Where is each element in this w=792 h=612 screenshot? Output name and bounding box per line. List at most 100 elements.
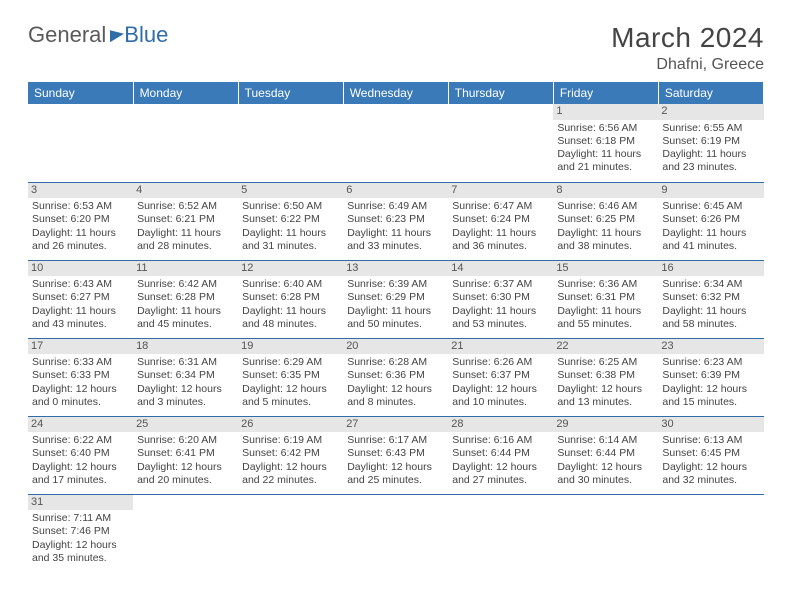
day-number: 25 (133, 417, 238, 433)
cell-line-d2: and 53 minutes. (452, 318, 549, 331)
cell-line-d1: Daylight: 12 hours (32, 461, 129, 474)
calendar-cell: 22Sunrise: 6:25 AMSunset: 6:38 PMDayligh… (553, 338, 658, 416)
cell-line-d2: and 13 minutes. (557, 396, 654, 409)
calendar-cell: 7Sunrise: 6:47 AMSunset: 6:24 PMDaylight… (448, 182, 553, 260)
cell-line-d1: Daylight: 11 hours (557, 305, 654, 318)
cell-line-d1: Daylight: 12 hours (347, 461, 444, 474)
cell-line-sr: Sunrise: 6:29 AM (242, 356, 339, 369)
cell-line-d1: Daylight: 12 hours (347, 383, 444, 396)
cell-line-d2: and 55 minutes. (557, 318, 654, 331)
cell-line-d1: Daylight: 11 hours (242, 227, 339, 240)
calendar-cell: 9Sunrise: 6:45 AMSunset: 6:26 PMDaylight… (658, 182, 763, 260)
weekday-header: Friday (553, 82, 658, 104)
location: Dhafni, Greece (611, 56, 764, 74)
calendar-cell (238, 104, 343, 182)
day-number: 21 (448, 339, 553, 355)
cell-line-sr: Sunrise: 6:45 AM (662, 200, 759, 213)
cell-line-ss: Sunset: 6:29 PM (347, 291, 444, 304)
cell-line-d1: Daylight: 11 hours (347, 305, 444, 318)
cell-line-d2: and 26 minutes. (32, 240, 129, 253)
cell-line-sr: Sunrise: 6:20 AM (137, 434, 234, 447)
calendar-cell: 13Sunrise: 6:39 AMSunset: 6:29 PMDayligh… (343, 260, 448, 338)
calendar-cell: 24Sunrise: 6:22 AMSunset: 6:40 PMDayligh… (28, 416, 133, 494)
cell-line-d2: and 5 minutes. (242, 396, 339, 409)
cell-line-d1: Daylight: 12 hours (557, 461, 654, 474)
calendar-cell (133, 104, 238, 182)
cell-line-d1: Daylight: 11 hours (242, 305, 339, 318)
calendar-body: 1Sunrise: 6:56 AMSunset: 6:18 PMDaylight… (28, 104, 764, 572)
day-number: 19 (238, 339, 343, 355)
cell-line-sr: Sunrise: 6:36 AM (557, 278, 654, 291)
cell-line-d2: and 48 minutes. (242, 318, 339, 331)
calendar-cell: 28Sunrise: 6:16 AMSunset: 6:44 PMDayligh… (448, 416, 553, 494)
cell-line-ss: Sunset: 6:44 PM (452, 447, 549, 460)
calendar-cell (343, 104, 448, 182)
cell-line-d1: Daylight: 12 hours (662, 461, 759, 474)
cell-line-ss: Sunset: 6:44 PM (557, 447, 654, 460)
cell-line-sr: Sunrise: 6:31 AM (137, 356, 234, 369)
calendar-cell: 19Sunrise: 6:29 AMSunset: 6:35 PMDayligh… (238, 338, 343, 416)
cell-line-sr: Sunrise: 6:39 AM (347, 278, 444, 291)
calendar-cell: 29Sunrise: 6:14 AMSunset: 6:44 PMDayligh… (553, 416, 658, 494)
calendar-cell: 11Sunrise: 6:42 AMSunset: 6:28 PMDayligh… (133, 260, 238, 338)
cell-line-d1: Daylight: 12 hours (242, 383, 339, 396)
cell-line-sr: Sunrise: 6:13 AM (662, 434, 759, 447)
cell-line-d2: and 50 minutes. (347, 318, 444, 331)
cell-line-ss: Sunset: 6:39 PM (662, 369, 759, 382)
cell-line-sr: Sunrise: 6:16 AM (452, 434, 549, 447)
cell-line-d2: and 22 minutes. (242, 474, 339, 487)
weekday-header: Thursday (448, 82, 553, 104)
cell-line-d1: Daylight: 11 hours (662, 305, 759, 318)
month-title: March 2024 (611, 22, 764, 54)
cell-line-d2: and 30 minutes. (557, 474, 654, 487)
day-number: 26 (238, 417, 343, 433)
weekday-header: Monday (133, 82, 238, 104)
cell-line-sr: Sunrise: 6:25 AM (557, 356, 654, 369)
day-number: 1 (553, 104, 658, 120)
calendar-cell: 31Sunrise: 7:11 AMSunset: 7:46 PMDayligh… (28, 494, 133, 572)
calendar-cell (133, 494, 238, 572)
cell-line-ss: Sunset: 6:28 PM (137, 291, 234, 304)
cell-line-sr: Sunrise: 6:34 AM (662, 278, 759, 291)
calendar-cell: 12Sunrise: 6:40 AMSunset: 6:28 PMDayligh… (238, 260, 343, 338)
cell-line-d1: Daylight: 12 hours (137, 383, 234, 396)
cell-line-ss: Sunset: 6:19 PM (662, 135, 759, 148)
cell-line-ss: Sunset: 6:20 PM (32, 213, 129, 226)
day-number: 2 (658, 104, 763, 120)
cell-line-d2: and 33 minutes. (347, 240, 444, 253)
cell-line-d1: Daylight: 12 hours (557, 383, 654, 396)
calendar-cell: 25Sunrise: 6:20 AMSunset: 6:41 PMDayligh… (133, 416, 238, 494)
calendar-cell (553, 494, 658, 572)
cell-line-d2: and 25 minutes. (347, 474, 444, 487)
day-number: 18 (133, 339, 238, 355)
day-number: 3 (28, 183, 133, 199)
logo: General Blue (28, 22, 168, 48)
cell-line-ss: Sunset: 7:46 PM (32, 525, 129, 538)
day-number: 10 (28, 261, 133, 277)
cell-line-d1: Daylight: 11 hours (347, 227, 444, 240)
cell-line-sr: Sunrise: 6:22 AM (32, 434, 129, 447)
cell-line-d2: and 23 minutes. (662, 161, 759, 174)
cell-line-d2: and 3 minutes. (137, 396, 234, 409)
calendar-cell: 26Sunrise: 6:19 AMSunset: 6:42 PMDayligh… (238, 416, 343, 494)
weekday-header: Sunday (28, 82, 133, 104)
calendar-head: SundayMondayTuesdayWednesdayThursdayFrid… (28, 82, 764, 104)
cell-line-sr: Sunrise: 6:42 AM (137, 278, 234, 291)
calendar-table: SundayMondayTuesdayWednesdayThursdayFrid… (28, 82, 764, 572)
cell-line-sr: Sunrise: 6:33 AM (32, 356, 129, 369)
cell-line-sr: Sunrise: 6:53 AM (32, 200, 129, 213)
cell-line-ss: Sunset: 6:42 PM (242, 447, 339, 460)
cell-line-d1: Daylight: 11 hours (32, 305, 129, 318)
cell-line-sr: Sunrise: 6:28 AM (347, 356, 444, 369)
weekday-header: Wednesday (343, 82, 448, 104)
day-number: 8 (553, 183, 658, 199)
cell-line-d1: Daylight: 11 hours (32, 227, 129, 240)
cell-line-d2: and 17 minutes. (32, 474, 129, 487)
day-number: 7 (448, 183, 553, 199)
cell-line-d2: and 15 minutes. (662, 396, 759, 409)
day-number: 30 (658, 417, 763, 433)
calendar-cell: 1Sunrise: 6:56 AMSunset: 6:18 PMDaylight… (553, 104, 658, 182)
calendar-cell: 15Sunrise: 6:36 AMSunset: 6:31 PMDayligh… (553, 260, 658, 338)
cell-line-ss: Sunset: 6:22 PM (242, 213, 339, 226)
day-number: 28 (448, 417, 553, 433)
